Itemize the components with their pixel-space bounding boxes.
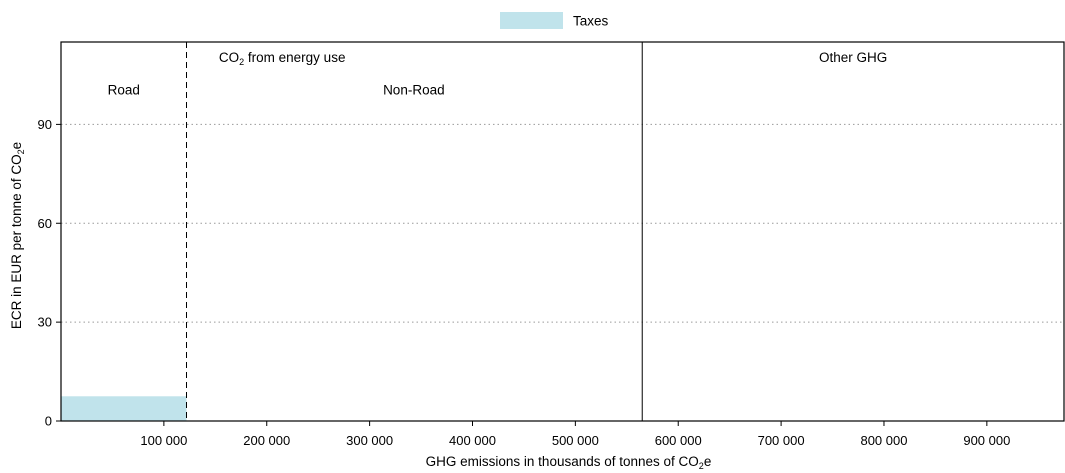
x-tick-label: 700 000: [758, 433, 805, 448]
x-tick-label: 200 000: [243, 433, 290, 448]
x-tick-label: 500 000: [552, 433, 599, 448]
x-tick-label: 300 000: [346, 433, 393, 448]
x-axis: 100 000 200 000 300 000 400 000 500 000 600 0…: [140, 421, 1010, 448]
legend-label-taxes: Taxes: [573, 14, 609, 29]
subsection-label: Road: [108, 83, 140, 98]
subsection-label: Non-Road: [383, 83, 445, 98]
y-tick-label: 90: [38, 117, 52, 132]
section-header: CO2​ from energy use: [219, 50, 346, 67]
y-axis-title: ECR in EUR per tonne of CO2​e: [9, 142, 26, 329]
y-tick-label: 30: [38, 315, 52, 330]
section-labels: CO2​ from energy use Other GHG Road Non-Roa…: [108, 50, 888, 98]
x-tick-label: 400 000: [449, 433, 496, 448]
bars: [61, 396, 187, 421]
y-tick-label: 60: [38, 216, 52, 231]
x-tick-label: 100 000: [140, 433, 187, 448]
bar-taxes-road: [61, 396, 187, 421]
x-tick-label: 800 000: [860, 433, 907, 448]
y-tick-label: 0: [45, 414, 52, 429]
x-axis-title: GHG emissions in thousands of tonnes of …: [426, 454, 712, 471]
section-header: Other GHG: [819, 50, 887, 65]
legend-swatch-taxes: [500, 12, 563, 29]
legend: Taxes: [500, 12, 609, 29]
x-tick-label: 900 000: [963, 433, 1010, 448]
section-dividers: [186, 42, 643, 421]
plot-frame: [60, 41, 1065, 422]
x-tick-label: 600 000: [655, 433, 702, 448]
y-axis: 0 30 60 90: [38, 117, 61, 429]
gridlines: [61, 123, 1064, 323]
